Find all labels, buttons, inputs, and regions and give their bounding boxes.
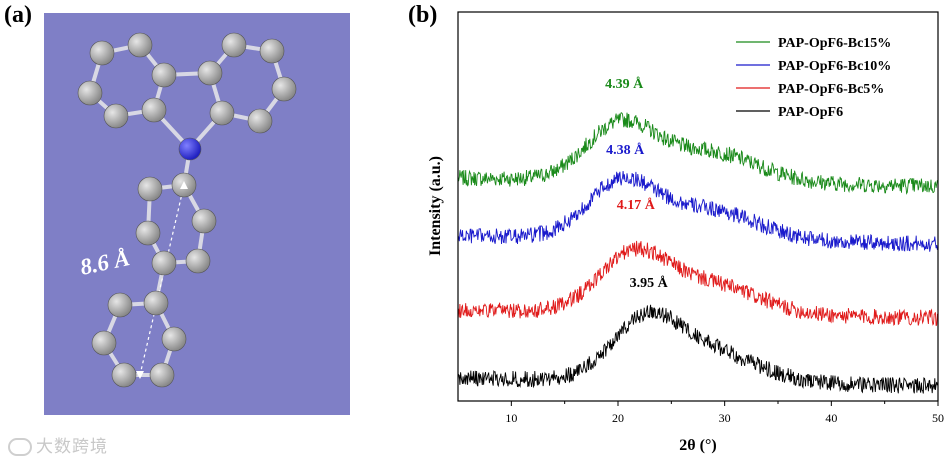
legend-entry-3: PAP-OpF6 [778, 105, 843, 120]
carbon-atom-c7 [197, 60, 223, 86]
x-tick-label-50: 50 [932, 411, 944, 425]
plot-frame [457, 11, 939, 402]
distance-dashed-line [139, 184, 185, 376]
series-line-2 [457, 240, 938, 327]
series-line-3 [457, 304, 938, 394]
carbon-atom-q1 [143, 290, 169, 316]
x-axis-label: 2θ (°) [679, 437, 716, 454]
series-line-0 [457, 112, 938, 195]
carbon-atom-c12 [209, 100, 235, 126]
x-tick-label-20: 20 [612, 411, 624, 425]
chart-legend: PAP-OpF6-Bc15% PAP-OpF6-Bc10% PAP-OpF6-Bc5… [736, 36, 891, 120]
molecule-atoms [77, 32, 297, 388]
x-tick-label-40: 40 [825, 411, 837, 425]
arrowhead-bottom [136, 371, 144, 379]
carbon-atom-p4 [151, 250, 177, 276]
xrd-chart: 10 20 30 40 50 2θ (°) Intensity (a.u.) PAP-O… [427, 11, 944, 454]
y-axis-label: Intensity (a.u.) [427, 156, 444, 256]
carbon-atom-c10 [271, 76, 297, 102]
peak-labels: 4.39 Å 4.38 Å 4.17 Å 3.95 Å [605, 76, 669, 291]
carbon-atom-c3 [151, 62, 177, 88]
carbon-atom-p5 [185, 248, 211, 274]
legend-entry-0: PAP-OpF6-Bc15% [778, 36, 891, 51]
carbon-atom-c6 [77, 80, 103, 106]
panel-label-a: (a) [4, 2, 32, 28]
peak-label-1: 4.38 Å [606, 142, 645, 158]
carbon-atom-c4 [141, 97, 167, 123]
watermark: 大数跨境 [8, 432, 108, 457]
carbon-atom-p2 [137, 176, 163, 202]
carbon-atom-q3 [91, 330, 117, 356]
carbon-atom-q5 [149, 362, 175, 388]
carbon-atom-c5 [103, 103, 129, 129]
chart-curves [457, 112, 938, 394]
carbon-atom-q2 [107, 292, 133, 318]
legend-entry-1: PAP-OpF6-Bc10% [778, 59, 891, 74]
carbon-atom-p6 [191, 208, 217, 234]
carbon-atom-c2 [127, 32, 153, 58]
x-tick-label-10: 10 [505, 411, 517, 425]
x-axis-ticks: 10 20 30 40 50 [505, 401, 944, 425]
peak-label-3: 3.95 Å [630, 275, 669, 291]
carbon-atom-q6 [161, 326, 187, 352]
carbon-atom-c11 [247, 108, 273, 134]
peak-label-2: 4.17 Å [617, 197, 656, 213]
watermark-text: 大数跨境 [36, 437, 108, 457]
watermark-icon [8, 438, 32, 456]
legend-entry-2: PAP-OpF6-Bc5% [778, 82, 884, 97]
x-tick-label-30: 30 [719, 411, 731, 425]
panel-label-b: (b) [408, 2, 438, 28]
peak-label-0: 4.39 Å [605, 76, 644, 92]
carbon-atom-c8 [221, 32, 247, 58]
series-line-1 [457, 171, 938, 252]
carbon-atom-p3 [135, 220, 161, 246]
carbon-atom-c9 [259, 38, 285, 64]
molecule-model: 8.6 Å [44, 13, 350, 415]
carbon-atom-q4 [111, 362, 137, 388]
arrowhead-top [180, 181, 188, 189]
nitrogen-atom [178, 137, 202, 161]
carbon-atom-c1 [89, 40, 115, 66]
